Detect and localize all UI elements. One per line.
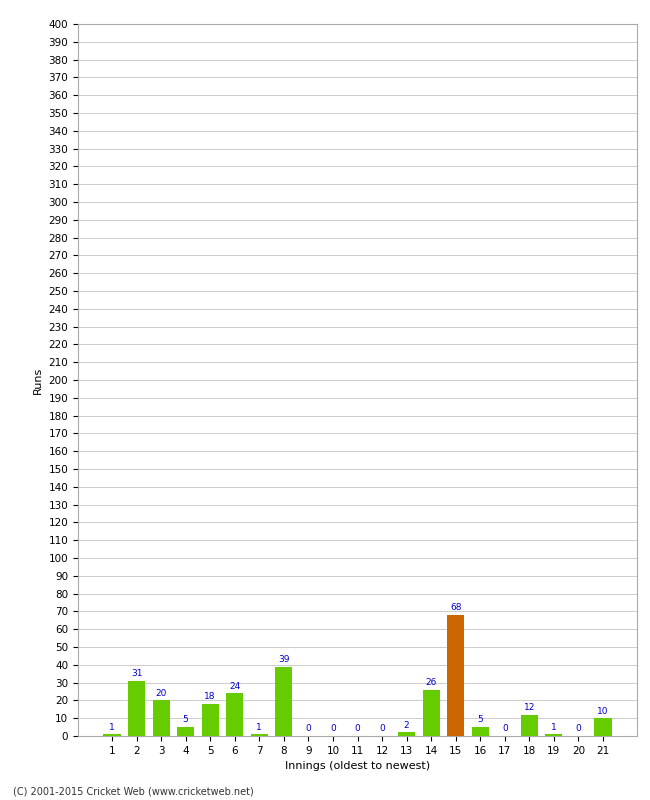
Bar xyxy=(202,704,219,736)
Text: 2: 2 xyxy=(404,721,410,730)
Bar xyxy=(251,734,268,736)
Text: 68: 68 xyxy=(450,603,461,612)
Text: 12: 12 xyxy=(524,703,535,712)
Text: 5: 5 xyxy=(183,715,188,725)
Text: 24: 24 xyxy=(229,682,240,690)
Bar xyxy=(103,734,121,736)
Text: 20: 20 xyxy=(155,689,167,698)
Bar xyxy=(422,690,440,736)
Text: 1: 1 xyxy=(109,722,115,731)
Bar xyxy=(128,681,145,736)
Bar xyxy=(594,718,612,736)
Y-axis label: Runs: Runs xyxy=(33,366,43,394)
Bar xyxy=(447,615,464,736)
Bar xyxy=(472,727,489,736)
Bar xyxy=(398,733,415,736)
Text: 0: 0 xyxy=(379,724,385,734)
Bar xyxy=(177,727,194,736)
Text: 5: 5 xyxy=(477,715,483,725)
Text: 39: 39 xyxy=(278,655,290,664)
Bar xyxy=(226,694,243,736)
Text: 1: 1 xyxy=(551,722,557,731)
Text: 1: 1 xyxy=(257,722,262,731)
Text: 18: 18 xyxy=(205,692,216,702)
Bar xyxy=(275,666,292,736)
Bar xyxy=(545,734,562,736)
X-axis label: Innings (oldest to newest): Innings (oldest to newest) xyxy=(285,762,430,771)
Text: 10: 10 xyxy=(597,706,609,715)
Text: 31: 31 xyxy=(131,669,142,678)
Text: 26: 26 xyxy=(426,678,437,687)
Text: 0: 0 xyxy=(355,724,360,734)
Bar xyxy=(153,701,170,736)
Bar xyxy=(521,714,538,736)
Text: (C) 2001-2015 Cricket Web (www.cricketweb.net): (C) 2001-2015 Cricket Web (www.cricketwe… xyxy=(13,786,254,796)
Text: 0: 0 xyxy=(502,724,508,734)
Text: 0: 0 xyxy=(575,724,581,734)
Text: 0: 0 xyxy=(306,724,311,734)
Text: 0: 0 xyxy=(330,724,336,734)
